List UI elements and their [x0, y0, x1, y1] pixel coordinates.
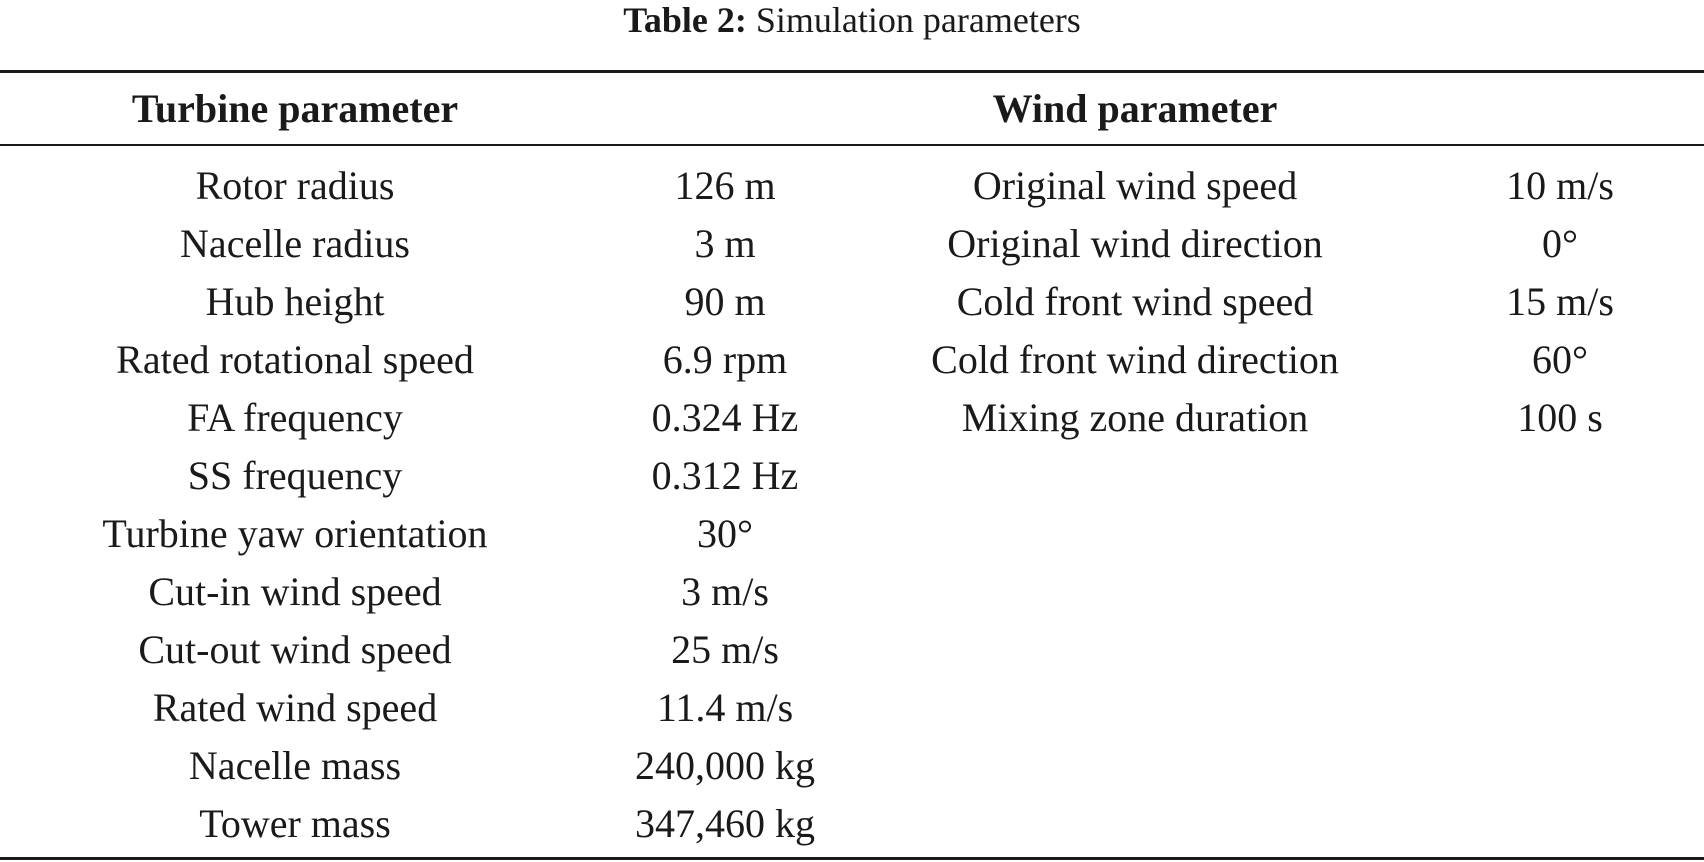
turbine-param-value: 0.312 Hz — [651, 453, 799, 498]
turbine-param-name: Cut-out wind speed — [138, 627, 452, 672]
turbine-param-name: SS frequency — [187, 453, 403, 498]
turbine-param-name: FA frequency — [187, 395, 403, 440]
turbine-param-value: 6.9 rpm — [662, 337, 788, 382]
turbine-parameter-names: Rotor radius Nacelle radius Hub height R… — [60, 157, 530, 853]
turbine-param-value: 3 m — [694, 221, 756, 266]
turbine-param-value: 90 m — [684, 279, 766, 324]
caption-label: Table 2: — [623, 0, 747, 40]
wind-parameter-header: Wind parameter — [992, 86, 1278, 131]
turbine-param-name: Rated wind speed — [152, 685, 438, 730]
turbine-param-name: Cut-in wind speed — [148, 569, 442, 614]
wind-param-name: Original wind speed — [972, 163, 1298, 208]
wind-param-value: 15 m/s — [1506, 279, 1614, 324]
turbine-param-value: 25 m/s — [671, 627, 779, 672]
wind-parameter-names: Original wind speed Original wind direct… — [880, 157, 1390, 447]
caption-text: Simulation parameters — [746, 0, 1081, 40]
wind-param-name: Mixing zone duration — [961, 395, 1309, 440]
turbine-param-name: Rated rotational speed — [116, 337, 474, 382]
turbine-param-name: Rotor radius — [195, 163, 395, 208]
wind-param-name: Cold front wind direction — [931, 337, 1339, 382]
header-rule — [0, 144, 1704, 146]
turbine-param-value: 0.324 Hz — [651, 395, 799, 440]
turbine-param-value: 240,000 kg — [635, 743, 815, 788]
wind-parameter-values: 10 m/s 0° 15 m/s 60° 100 s — [1440, 157, 1680, 447]
table-caption: Table 2: Simulation parameters — [0, 0, 1704, 44]
turbine-param-name: Turbine yaw orientation — [102, 511, 488, 556]
turbine-param-value: 126 m — [674, 163, 776, 208]
turbine-param-name: Tower mass — [199, 801, 391, 846]
wind-param-value: 100 s — [1517, 395, 1603, 440]
wind-param-value: 60° — [1532, 337, 1588, 382]
wind-param-name: Original wind direction — [947, 221, 1323, 266]
turbine-parameter-values: 126 m 3 m 90 m 6.9 rpm 0.324 Hz 0.312 Hz… — [610, 157, 840, 853]
wind-param-name: Cold front wind speed — [956, 279, 1314, 324]
turbine-param-value: 347,460 kg — [635, 801, 815, 846]
turbine-param-value: 11.4 m/s — [656, 685, 794, 730]
wind-param-value: 10 m/s — [1506, 163, 1614, 208]
turbine-param-value: 3 m/s — [681, 569, 769, 614]
turbine-param-value: 30° — [697, 511, 753, 556]
wind-param-value: 0° — [1542, 221, 1578, 266]
turbine-param-name: Nacelle mass — [188, 743, 402, 788]
turbine-param-name: Hub height — [205, 279, 385, 324]
turbine-parameter-header: Turbine parameter — [131, 86, 459, 131]
turbine-param-name: Nacelle radius — [180, 221, 410, 266]
top-rule — [0, 70, 1704, 73]
bottom-rule — [0, 857, 1704, 860]
